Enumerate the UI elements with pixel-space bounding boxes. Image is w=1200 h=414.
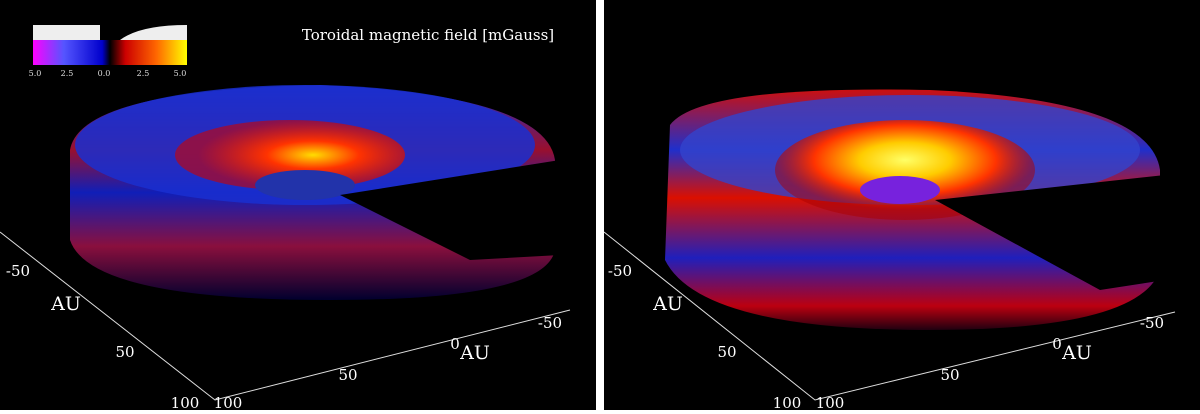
axis-label: 0 <box>1052 335 1062 353</box>
axis-label: -50 <box>6 262 30 280</box>
axis-label: 50 <box>717 343 736 361</box>
colorbar <box>33 25 187 65</box>
axis-label: 100 <box>214 394 243 412</box>
axis-label: AU <box>1061 342 1092 364</box>
axis-label: -50 <box>608 262 632 280</box>
axis-label: 100 <box>816 394 845 412</box>
axis-label: 50 <box>940 366 959 384</box>
colorbar-label: 2.5 <box>137 69 150 78</box>
colorbar-label: 5.0 <box>29 69 42 78</box>
axis-label: 100 <box>773 394 802 412</box>
axis-label: 0 <box>450 335 460 353</box>
colorbar-label: 0.0 <box>98 69 111 78</box>
colorbar-label: 2.5 <box>61 69 74 78</box>
axis-label: AU <box>459 342 490 364</box>
colorbar-label: 5.0 <box>174 69 187 78</box>
axis-label: AU <box>652 293 683 315</box>
axis-label: 50 <box>338 366 357 384</box>
right-render <box>665 89 1165 330</box>
axis-label: 100 <box>171 394 200 412</box>
axis-label: -50 <box>538 314 562 332</box>
title: Toroidal magnetic field [mGauss] <box>302 26 554 44</box>
axis-label: -50 <box>1140 314 1164 332</box>
left-render <box>70 85 560 300</box>
axis-label: AU <box>50 293 81 315</box>
axis-lines <box>0 231 1176 401</box>
axis-label: 50 <box>115 343 134 361</box>
